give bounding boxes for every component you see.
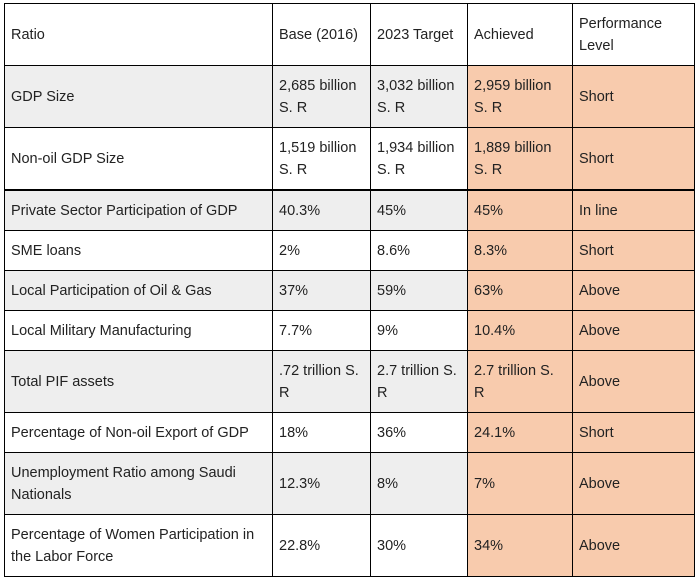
header-performance-level: Performance Level (572, 3, 695, 66)
achieved-cell: 7% (467, 452, 573, 515)
base-cell: .72 trillion S. R (272, 350, 371, 413)
table-row: Local Participation of Oil & Gas 37% 59%… (4, 270, 695, 311)
level-cell: Above (572, 514, 695, 577)
level-cell: Above (572, 350, 695, 413)
ratio-cell: Percentage of Non-oil Export of GDP (4, 412, 273, 453)
level-cell: Short (572, 65, 695, 128)
header-base: Base (2016) (272, 3, 371, 66)
level-cell: Above (572, 270, 695, 311)
table-row: Total PIF assets .72 trillion S. R 2.7 t… (4, 350, 695, 413)
achieved-cell: 63% (467, 270, 573, 311)
base-cell: 2,685 billion S. R (272, 65, 371, 128)
achieved-cell: 10.4% (467, 310, 573, 351)
header-achieved: Achieved (467, 3, 573, 66)
base-cell: 22.8% (272, 514, 371, 577)
header-target: 2023 Target (370, 3, 468, 66)
base-cell: 1,519 billion S. R (272, 127, 371, 191)
target-cell: 59% (370, 270, 468, 311)
achieved-cell: 1,889 billion S. R (467, 127, 573, 191)
table-row: SME loans 2% 8.6% 8.3% Short (4, 230, 695, 271)
target-cell: 1,934 billion S. R (370, 127, 468, 191)
ratio-cell: Local Participation of Oil & Gas (4, 270, 273, 311)
level-cell: In line (572, 189, 695, 231)
table-row: Private Sector Participation of GDP 40.3… (4, 189, 695, 231)
target-cell: 8.6% (370, 230, 468, 271)
achieved-cell: 2,959 billion S. R (467, 65, 573, 128)
base-cell: 2% (272, 230, 371, 271)
table-row: Local Military Manufacturing 7.7% 9% 10.… (4, 310, 695, 351)
table-row: Non-oil GDP Size 1,519 billion S. R 1,93… (4, 127, 695, 191)
level-cell: Above (572, 310, 695, 351)
target-cell: 3,032 billion S. R (370, 65, 468, 128)
target-cell: 9% (370, 310, 468, 351)
achieved-cell: 2.7 trillion S. R (467, 350, 573, 413)
target-cell: 30% (370, 514, 468, 577)
table-container: Ratio Base (2016) 2023 Target Achieved P… (4, 3, 695, 577)
target-cell: 8% (370, 452, 468, 515)
ratio-cell: Non-oil GDP Size (4, 127, 273, 191)
header-row: Ratio Base (2016) 2023 Target Achieved P… (4, 3, 695, 66)
header-ratio: Ratio (4, 3, 273, 66)
base-cell: 37% (272, 270, 371, 311)
level-cell: Above (572, 452, 695, 515)
level-cell: Short (572, 127, 695, 191)
achieved-cell: 8.3% (467, 230, 573, 271)
target-cell: 36% (370, 412, 468, 453)
target-cell: 2.7 trillion S. R (370, 350, 468, 413)
achieved-cell: 24.1% (467, 412, 573, 453)
ratio-cell: Local Military Manufacturing (4, 310, 273, 351)
base-cell: 7.7% (272, 310, 371, 351)
ratio-cell: GDP Size (4, 65, 273, 128)
base-cell: 40.3% (272, 189, 371, 231)
base-cell: 18% (272, 412, 371, 453)
target-cell: 45% (370, 189, 468, 231)
table-row: Percentage of Women Participation in the… (4, 514, 695, 577)
ratio-cell: SME loans (4, 230, 273, 271)
level-cell: Short (572, 412, 695, 453)
table-row: Unemployment Ratio among Saudi Nationals… (4, 452, 695, 515)
table-row: Percentage of Non-oil Export of GDP 18% … (4, 412, 695, 453)
level-cell: Short (572, 230, 695, 271)
ratio-cell: Percentage of Women Participation in the… (4, 514, 273, 577)
base-cell: 12.3% (272, 452, 371, 515)
vision-2030-ratios-table: Ratio Base (2016) 2023 Target Achieved P… (4, 3, 695, 577)
table-row: GDP Size 2,685 billion S. R 3,032 billio… (4, 65, 695, 128)
ratio-cell: Total PIF assets (4, 350, 273, 413)
ratio-cell: Private Sector Participation of GDP (4, 189, 273, 231)
achieved-cell: 34% (467, 514, 573, 577)
achieved-cell: 45% (467, 189, 573, 231)
ratio-cell: Unemployment Ratio among Saudi Nationals (4, 452, 273, 515)
